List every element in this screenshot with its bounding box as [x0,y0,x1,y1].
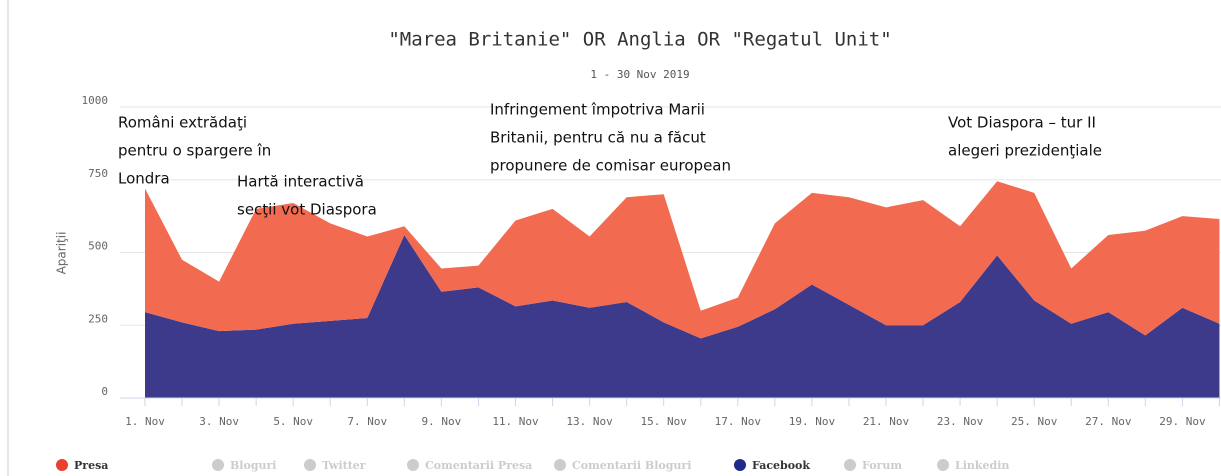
x-tick-label: 1. Nov [125,415,165,428]
x-tick-label: 7. Nov [347,415,387,428]
legend-marker[interactable] [554,459,566,471]
x-tick-label: 23. Nov [937,415,984,428]
x-tick-label: 19. Nov [789,415,836,428]
legend-marker[interactable] [734,459,746,471]
legend-marker[interactable] [937,459,949,471]
annotation: Britanii, pentru că nu a făcut [490,129,706,147]
x-tick-label: 25. Nov [1011,415,1058,428]
legend-marker[interactable] [844,459,856,471]
annotation: secţii vot Diaspora [237,201,377,219]
legend-label[interactable]: Twitter [322,459,366,472]
area [145,181,1220,339]
y-tick-label: 250 [88,312,108,325]
annotation: propunere de comisar european [490,157,731,175]
legend-label[interactable]: Presa [74,459,108,472]
legend-marker[interactable] [407,459,419,471]
x-tick-label: 27. Nov [1085,415,1132,428]
legend-label[interactable]: Comentarii Presa [425,459,532,472]
x-tick-label: 9. Nov [422,415,462,428]
legend-label[interactable]: Forum [862,459,902,472]
y-tick-label: 500 [88,240,108,253]
x-tick-label: 5. Nov [273,415,313,428]
legend-label[interactable]: Bloguri [230,459,276,472]
chart-subtitle: 1 - 30 Nov 2019 [590,68,689,81]
annotation: Infringement împotriva Marii [490,101,705,119]
x-tick-label: 13. Nov [566,415,613,428]
y-tick-label: 1000 [82,94,109,107]
legend-marker[interactable] [304,459,316,471]
y-tick-label: 0 [101,385,108,398]
legend-marker[interactable] [56,459,68,471]
y-tick-label: 750 [88,167,108,180]
x-tick-label: 11. Nov [492,415,539,428]
annotation: pentru o spargere în [118,142,271,160]
legend-marker[interactable] [212,459,224,471]
annotation: alegeri prezidenţiale [948,142,1102,160]
x-tick-label: 21. Nov [863,415,910,428]
annotation: Londra [118,170,170,188]
annotation: Români extrădaţi [118,114,247,132]
x-tick-label: 29. Nov [1159,415,1206,428]
legend-label[interactable]: Linkedin [955,459,1009,472]
legend-label[interactable]: Comentarii Bloguri [572,459,691,472]
x-tick-label: 15. Nov [641,415,688,428]
legend-label[interactable]: Facebook [752,459,810,472]
annotation: Vot Diaspora – tur II [948,114,1096,132]
annotation: Hartă interactivă [237,173,364,191]
y-axis-label: Apariţii [55,232,69,275]
area [145,235,1220,398]
x-tick-label: 3. Nov [199,415,239,428]
chart-title: "Marea Britanie" OR Anglia OR "Regatul U… [388,29,891,51]
x-tick-label: 17. Nov [715,415,762,428]
